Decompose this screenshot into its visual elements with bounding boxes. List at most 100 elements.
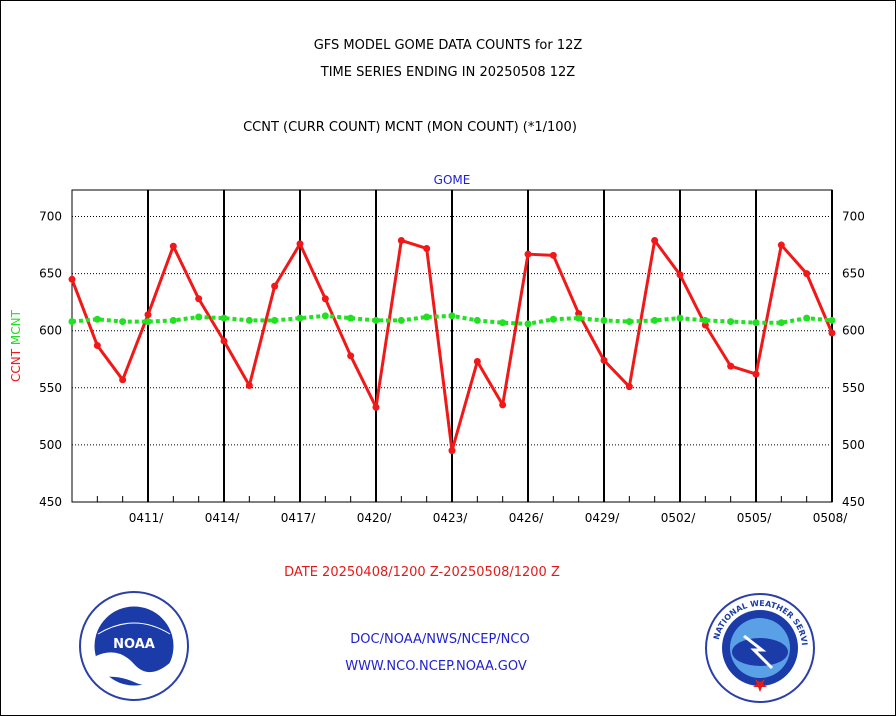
y-tick-label-right: 500: [842, 438, 865, 452]
ccnt-point: [549, 251, 557, 259]
tick-label-layer: 450 450 500 500 550 550 600 600 650 650 700 700 0411…: [9, 173, 865, 525]
date-range-label: DATE 20250408/1200 Z-20250508/1200 Z: [284, 565, 560, 580]
mcnt-point: [828, 316, 836, 324]
nws-logo: NATIONAL WEATHER SERVICE: [704, 592, 815, 703]
mcnt-point: [119, 318, 127, 326]
noaa-logo-text: NOAA: [113, 637, 155, 652]
y-tick-label-right: 700: [842, 210, 865, 224]
mcnt-point: [549, 315, 557, 323]
ccnt-point: [752, 370, 760, 378]
x-tick-label: 0414/: [205, 511, 241, 525]
mcnt-point: [676, 314, 684, 322]
x-tick-label: 0508/: [813, 511, 849, 525]
axes-layer: [71, 189, 833, 503]
ccnt-point: [448, 447, 456, 455]
mcnt-point: [651, 316, 659, 324]
x-tick-label: 0420/: [357, 511, 393, 525]
mcnt-point: [321, 312, 329, 320]
chart-title-line1: GFS MODEL GOME DATA COUNTS for 12Z: [313, 38, 583, 53]
mcnt-point: [169, 316, 177, 324]
ccnt-point: [195, 295, 203, 303]
mcnt-point: [195, 313, 203, 321]
y-tick-label-left: 500: [39, 438, 62, 452]
ccnt-point: [803, 270, 811, 278]
chart-title-line2: TIME SERIES ENDING IN 20250508 12Z: [320, 65, 576, 80]
y-tick-label-left: 650: [39, 267, 62, 281]
mcnt-point: [575, 314, 583, 322]
mcnt-point: [701, 316, 709, 324]
mcnt-point: [752, 319, 760, 327]
mcnt-point: [245, 316, 253, 324]
x-tick-label: 0502/: [661, 511, 697, 525]
mcnt-point: [803, 314, 811, 322]
y-tick-label-left: 550: [39, 381, 62, 395]
x-tick-label: 0423/: [433, 511, 469, 525]
ccnt-point: [144, 311, 152, 319]
mcnt-point: [473, 316, 481, 324]
series-layer: [68, 236, 836, 455]
x-tick-label: 0411/: [129, 511, 165, 525]
ccnt-point: [651, 236, 659, 244]
ccnt-point: [499, 401, 507, 409]
org-path-link[interactable]: DOC/NOAA/NWS/NCEP/NCO: [350, 632, 530, 647]
ccnt-point: [423, 244, 431, 252]
ccnt-point: [321, 295, 329, 303]
y-tick-label-right: 650: [842, 267, 865, 281]
ccnt-point: [727, 362, 735, 370]
ccnt-point: [169, 242, 177, 250]
panel-title: GOME: [434, 173, 471, 187]
grid-layer: [72, 190, 833, 502]
mcnt-point: [600, 316, 608, 324]
ccnt-point: [93, 342, 101, 350]
mcnt-point: [93, 315, 101, 323]
ccnt-point: [119, 376, 127, 384]
y-tick-label-left: 600: [39, 324, 62, 338]
mcnt-point: [499, 319, 507, 327]
y-tick-label-left: 700: [39, 210, 62, 224]
x-tick-label: 0429/: [585, 511, 621, 525]
mcnt-point: [372, 316, 380, 324]
mcnt-point: [397, 316, 405, 324]
mcnt-point: [296, 314, 304, 322]
y-tick-label-right: 550: [842, 381, 865, 395]
ccnt-point: [397, 236, 405, 244]
y-tick-label-right: 450: [842, 495, 865, 509]
ccnt-point: [676, 271, 684, 279]
x-tick-label: 0505/: [737, 511, 773, 525]
mcnt-point: [220, 314, 228, 322]
ccnt-point: [245, 382, 253, 390]
x-tick-label: 0417/: [281, 511, 317, 525]
y-tick-label-left: 450: [39, 495, 62, 509]
plot-border: [71, 189, 833, 503]
y-axis-label: CCNT MCNT: [9, 309, 23, 382]
mcnt-point: [448, 312, 456, 320]
y-axis-label-mcnt: MCNT: [9, 309, 23, 345]
ccnt-point: [372, 403, 380, 411]
ccnt-point: [777, 241, 785, 249]
mcnt-point: [524, 320, 532, 328]
y-axis-label-ccnt: CCNT: [9, 345, 23, 382]
x-tick-label: 0426/: [509, 511, 545, 525]
noaa-logo: NOAA: [79, 591, 189, 701]
ccnt-point: [524, 250, 532, 258]
mcnt-point: [777, 319, 785, 327]
website-link[interactable]: WWW.NCO.NCEP.NOAA.GOV: [345, 659, 527, 674]
ccnt-point: [473, 358, 481, 366]
mcnt-point: [68, 318, 76, 326]
ccnt-point: [68, 275, 76, 283]
chart-subtitle: CCNT (CURR COUNT) MCNT (MON COUNT) (*1/1…: [243, 120, 577, 135]
ccnt-point: [625, 383, 633, 391]
ccnt-point: [347, 352, 355, 360]
ccnt-point: [296, 240, 304, 248]
mcnt-point: [347, 314, 355, 322]
mcnt-point: [271, 316, 279, 324]
mcnt-point: [144, 318, 152, 326]
ccnt-point: [828, 329, 836, 337]
mcnt-point: [423, 313, 431, 321]
ccnt-point: [220, 337, 228, 345]
mcnt-point: [727, 318, 735, 326]
ccnt-point: [600, 356, 608, 364]
ccnt-point: [271, 282, 279, 290]
